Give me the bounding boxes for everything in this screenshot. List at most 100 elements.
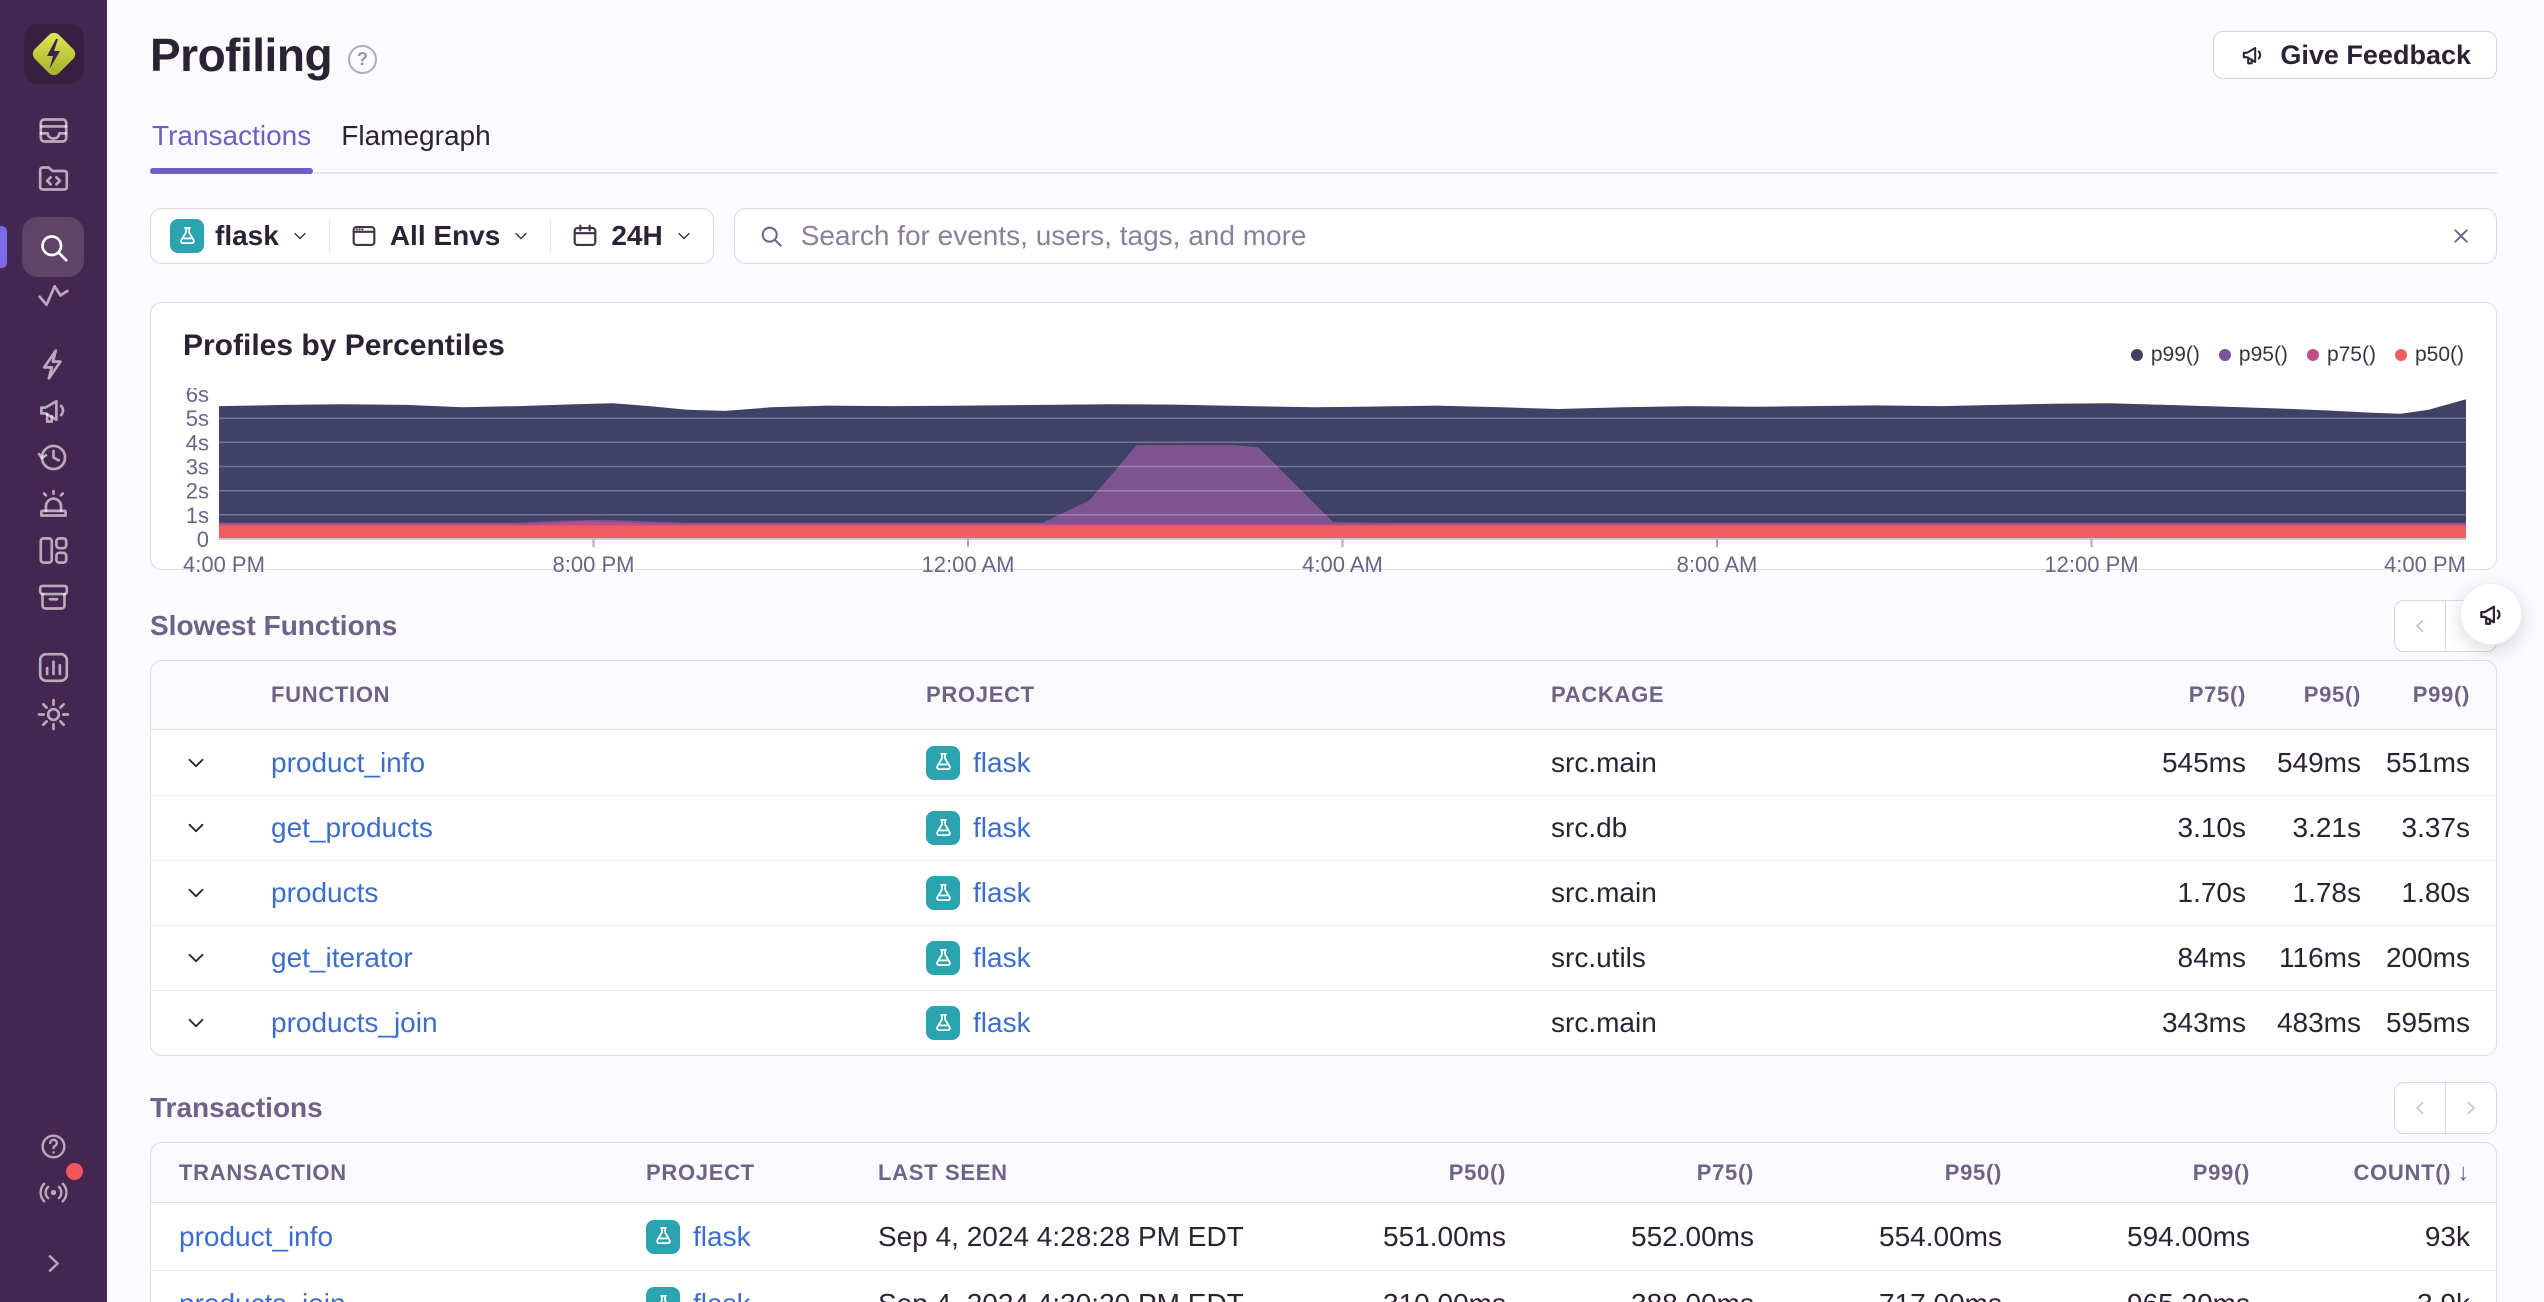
chevron-down-icon: [511, 226, 531, 246]
chevron-right-icon: [48, 1254, 59, 1272]
expand-row-button[interactable]: [181, 878, 211, 908]
calendar-icon: [573, 224, 597, 246]
p99-value: 1.80s: [2401, 877, 2471, 908]
search-bar: [733, 208, 2497, 264]
svg-text:12:00 AM: 12:00 AM: [922, 552, 1015, 577]
chevron-down-icon: [188, 953, 204, 963]
org-avatar[interactable]: [24, 24, 84, 84]
column-header[interactable]: P99(): [2412, 682, 2470, 707]
p50-value: 551.00ms: [1383, 1220, 1506, 1252]
magnifier-icon: [761, 226, 782, 247]
tab-flamegraph[interactable]: Flamegraph: [341, 120, 491, 151]
next-page-button[interactable]: [2445, 1082, 2497, 1134]
column-header[interactable]: P50(): [1448, 1159, 1506, 1185]
count-value: 93k: [2424, 1220, 2470, 1252]
column-header[interactable]: COUNT() ↓: [2353, 1158, 2470, 1186]
expand-row-button[interactable]: [181, 813, 211, 843]
lightning-icon: [42, 348, 62, 380]
search-input[interactable]: [800, 220, 2432, 252]
chevron-down-icon: [188, 823, 204, 833]
previous-page-button[interactable]: [2394, 600, 2446, 652]
function-link[interactable]: get_products: [271, 812, 433, 843]
p95-value: 483ms: [2276, 1007, 2361, 1038]
function-link[interactable]: products: [271, 877, 379, 908]
previous-page-button[interactable]: [2394, 1082, 2446, 1134]
transactions-pagination: [2394, 1082, 2497, 1134]
date-range-filter[interactable]: 24H: [551, 209, 712, 263]
package-cell: src.main: [1551, 1007, 1657, 1038]
environment-filter[interactable]: All Envs: [330, 209, 550, 263]
sidebar-item-settings[interactable]: [27, 688, 79, 740]
column-header[interactable]: P95(): [2303, 682, 2361, 707]
function-link[interactable]: products_join: [271, 1007, 438, 1038]
give-feedback-button[interactable]: Give Feedback: [2213, 31, 2497, 79]
p95-value: 1.78s: [2292, 877, 2362, 908]
expand-row-button[interactable]: [181, 943, 211, 973]
column-header[interactable]: P75(): [2188, 682, 2246, 707]
column-header[interactable]: P99(): [2192, 1159, 2250, 1185]
sidebar-item-dashboards[interactable]: [27, 524, 79, 576]
sidebar-item-expand-sidebar[interactable]: [27, 1237, 79, 1289]
expand-row-button[interactable]: [181, 1008, 211, 1038]
svg-text:4:00 PM: 4:00 PM: [183, 552, 265, 577]
project-link[interactable]: flask: [693, 1288, 751, 1302]
sidebar-item-alerts[interactable]: [27, 478, 79, 530]
project-link[interactable]: flask: [973, 746, 1031, 778]
sidebar-item-releases[interactable]: [27, 571, 79, 623]
svg-text:6s: 6s: [186, 388, 209, 407]
project-link[interactable]: flask: [973, 1007, 1031, 1038]
project-link[interactable]: flask: [973, 877, 1031, 908]
percentiles-chart[interactable]: 6s 5s 4s 3s 2s 1s 0 4:00 PM 8:00 PM 12:00 AM 4:00 …: [183, 388, 2466, 580]
column-header: PROJECT: [646, 1159, 755, 1185]
slowest-functions-column-headers: FUNCTION PROJECT PACKAGE P75() P95() P99(): [151, 661, 2496, 730]
expand-row-button[interactable]: [181, 748, 211, 778]
project-link[interactable]: flask: [973, 942, 1031, 973]
transaction-link[interactable]: product_info: [179, 1220, 334, 1252]
sidebar-item-projects[interactable]: [27, 152, 79, 204]
column-header[interactable]: P95(): [1944, 1159, 2002, 1185]
megaphone-icon: [2239, 41, 2267, 69]
last-seen-cell: Sep 4, 2024 4:30:20 PM EDT: [878, 1288, 1258, 1302]
sidebar-item-whats-new[interactable]: [27, 1163, 83, 1218]
activity-icon: [37, 284, 69, 306]
feedback-fab-button[interactable]: [2460, 583, 2522, 645]
p95-value: 554.00ms: [1879, 1220, 2002, 1252]
sidebar-item-explore[interactable]: [27, 221, 79, 273]
sidebar-item-quickstart[interactable]: [27, 338, 79, 390]
legend-item[interactable]: p99(): [2130, 343, 2200, 367]
clear-search-icon[interactable]: [2448, 223, 2474, 249]
legend-item[interactable]: p75(): [2306, 343, 2376, 367]
legend-item[interactable]: p95(): [2218, 343, 2288, 367]
project-link[interactable]: flask: [973, 812, 1031, 843]
tab-transactions[interactable]: Transactions: [150, 120, 314, 174]
sidebar-item-issues[interactable]: [27, 104, 79, 156]
chart-legend: p99() p95() p75() p50(): [2130, 343, 2464, 367]
legend-dot-icon: [2306, 349, 2319, 361]
gear-icon: [37, 698, 69, 730]
project-link[interactable]: flask: [693, 1220, 751, 1252]
column-header: FUNCTION: [271, 682, 391, 707]
flask-icon: [935, 753, 951, 771]
sidebar-item-replays[interactable]: [27, 431, 79, 483]
transaction-link[interactable]: products_join: [179, 1288, 346, 1302]
column-header[interactable]: P75(): [1696, 1159, 1754, 1185]
sidebar-item-traces[interactable]: [27, 269, 79, 321]
date-range-filter-value: 24H: [611, 220, 663, 251]
function-link[interactable]: product_info: [271, 746, 426, 778]
sidebar-item-user-feedback[interactable]: [27, 384, 79, 436]
transactions-header: Transactions: [150, 1082, 2497, 1134]
p75-value: 84ms: [2177, 942, 2246, 973]
sidebar-item-stats[interactable]: [27, 641, 79, 693]
help-icon[interactable]: ?: [348, 44, 378, 74]
sidebar-item-help[interactable]: [27, 1120, 79, 1172]
function-link[interactable]: get_iterator: [271, 942, 413, 973]
sort-arrow-icon: ↓: [2457, 1158, 2470, 1186]
legend-item[interactable]: p50(): [2394, 343, 2464, 367]
project-filter[interactable]: flask: [151, 209, 329, 263]
window-icon: [352, 226, 376, 246]
table-row: product_info flask src.main 545ms 549ms 551ms: [151, 730, 2496, 795]
page-header: Profiling ? Give Feedback: [150, 28, 2497, 82]
flask-icon: [935, 948, 951, 966]
chevron-down-icon: [294, 232, 306, 240]
